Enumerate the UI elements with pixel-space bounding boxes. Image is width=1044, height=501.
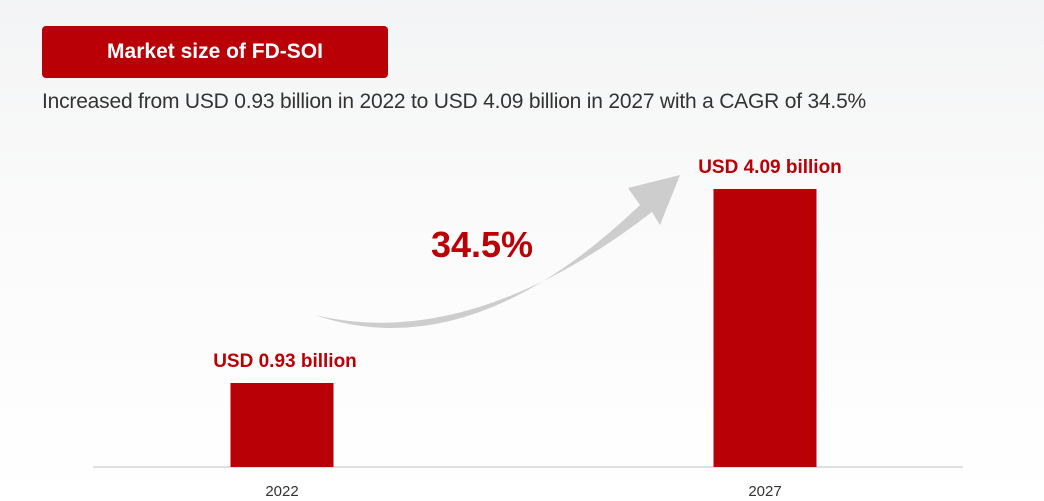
data-label: USD 4.09 billion bbox=[698, 157, 842, 178]
x-tick-label: 2027 bbox=[748, 483, 781, 500]
cagr-annotation: 34.5% bbox=[431, 224, 533, 265]
bar-2022 bbox=[230, 383, 334, 467]
x-tick-label: 2022 bbox=[265, 483, 298, 500]
chart-subtitle: Increased from USD 0.93 billion in 2022 … bbox=[42, 90, 867, 113]
data-label: USD 0.93 billion bbox=[213, 351, 357, 372]
bar-2027 bbox=[713, 189, 817, 467]
growth-arrow bbox=[315, 175, 680, 329]
chart-title: Market size of FD-SOI bbox=[42, 26, 388, 78]
